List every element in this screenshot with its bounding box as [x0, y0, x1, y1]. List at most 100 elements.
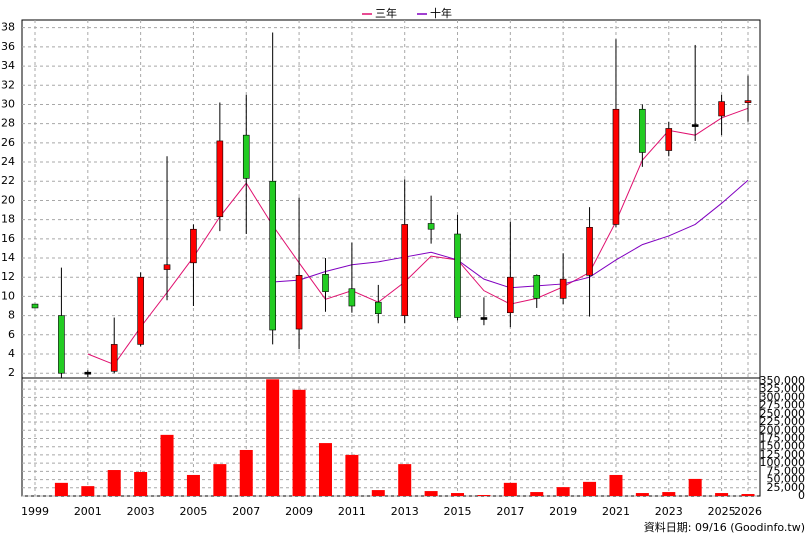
volume-bar [556, 487, 570, 496]
candle-body [322, 274, 329, 292]
volume-bar [160, 434, 174, 496]
candle-body [427, 223, 435, 230]
candle-body [665, 128, 673, 151]
y2-tick-label: 300,000 [760, 390, 806, 403]
volume-bar [371, 490, 385, 496]
x-tick-label: 2007 [232, 505, 260, 518]
x-tick-label: 2026 [734, 505, 762, 518]
candle-body [454, 233, 461, 318]
y-tick-label: 14 [1, 251, 15, 264]
candle-body [216, 140, 224, 218]
y2-tick-label: 125,000 [760, 448, 806, 461]
volume-bar [186, 474, 200, 496]
candle-body [58, 315, 65, 374]
y2-tick-label: 175,000 [760, 431, 806, 444]
volume-bar [266, 379, 280, 496]
y-tick-label: 4 [8, 347, 15, 360]
x-tick-label: 2005 [179, 505, 207, 518]
candle-body [31, 303, 39, 309]
x-tick-label: 2009 [285, 505, 313, 518]
volume-bar [424, 491, 438, 496]
y2-tick-label: 225,000 [760, 415, 806, 428]
ma-line [87, 107, 749, 366]
volume-bar [213, 464, 227, 496]
source: 資料日期: 09/16 (Goodinfo.tw) [644, 520, 805, 534]
y2-tick-label: 50,000 [767, 473, 806, 486]
volume-bar [583, 481, 597, 496]
volume-bar [107, 470, 121, 496]
volume-bar [503, 482, 517, 496]
y-tick-label: 28 [1, 117, 15, 130]
x-tick-label: 2011 [338, 505, 366, 518]
y2-tick-label: 200,000 [760, 423, 806, 436]
x-tick-label: 2003 [127, 505, 155, 518]
candle-body [639, 108, 646, 153]
y-tick-label: 36 [1, 40, 15, 53]
candle-body [348, 288, 356, 307]
y-tick-label: 24 [1, 155, 15, 168]
candle-body [163, 264, 171, 270]
y2-tick-label: 350,000 [760, 374, 806, 387]
candle-body [84, 371, 92, 375]
candle-body [507, 276, 514, 314]
candle-body [559, 278, 567, 299]
y-tick-label: 18 [1, 213, 15, 226]
candle-body [374, 301, 382, 314]
y2-tick-label: 150,000 [760, 440, 806, 453]
volume-bar [398, 464, 412, 496]
volume-bar [239, 449, 253, 496]
x-tick-label: 2021 [602, 505, 630, 518]
y2-tick-label: 275,000 [760, 399, 806, 412]
y-tick-label: 16 [1, 232, 15, 245]
volume-bar [715, 493, 729, 496]
volume-bar [662, 492, 676, 496]
candle-body [137, 276, 144, 345]
y-tick-label: 22 [1, 174, 15, 187]
candle-body [691, 124, 699, 127]
candle-body [401, 224, 409, 316]
legend-label: 十年 [430, 6, 452, 20]
y-tick-label: 8 [8, 309, 15, 322]
volume-bar [54, 482, 68, 496]
volume-bar [609, 474, 623, 496]
legend-label: 三年 [375, 6, 397, 20]
candle-body [110, 344, 118, 372]
y-tick-label: 30 [1, 97, 15, 110]
candle-body [744, 100, 752, 103]
volume-bar [451, 493, 465, 496]
y2-tick-label: 25,000 [767, 481, 806, 494]
volume-bar [688, 478, 702, 496]
volume-bar [477, 495, 491, 496]
y2-tick-label: 100,000 [760, 456, 806, 469]
y-tick-label: 26 [1, 136, 15, 149]
y-tick-label: 34 [1, 59, 15, 72]
y2-tick-label: 75,000 [767, 464, 806, 477]
x-tick-label: 2023 [655, 505, 683, 518]
candle-body [295, 275, 303, 330]
y-tick-label: 10 [1, 289, 15, 302]
y-tick-label: 12 [1, 270, 15, 283]
volume-bar [635, 493, 649, 496]
y-tick-label: 32 [1, 78, 15, 91]
x-tick-label: 2015 [444, 505, 472, 518]
candle-body [269, 180, 276, 331]
x-tick-label: 2025 [708, 505, 736, 518]
volume-bar [530, 492, 544, 496]
y2-tick-label: 325,000 [760, 382, 806, 395]
y-tick-label: 20 [1, 193, 15, 206]
volume-bar [318, 443, 332, 496]
y-tick-label: 6 [8, 328, 15, 341]
candle-body [612, 108, 620, 225]
x-tick-label: 1999 [21, 505, 49, 518]
volume-bar [741, 494, 755, 496]
candle-body [533, 275, 541, 299]
candle-body [586, 227, 593, 276]
volume-bar [345, 454, 359, 496]
x-tick-label: 2001 [74, 505, 102, 518]
x-tick-label: 2019 [549, 505, 577, 518]
candle-body [190, 228, 197, 264]
volume-bar [134, 472, 148, 496]
y2-tick-label: 0 [798, 489, 805, 502]
candle-body [480, 317, 488, 320]
